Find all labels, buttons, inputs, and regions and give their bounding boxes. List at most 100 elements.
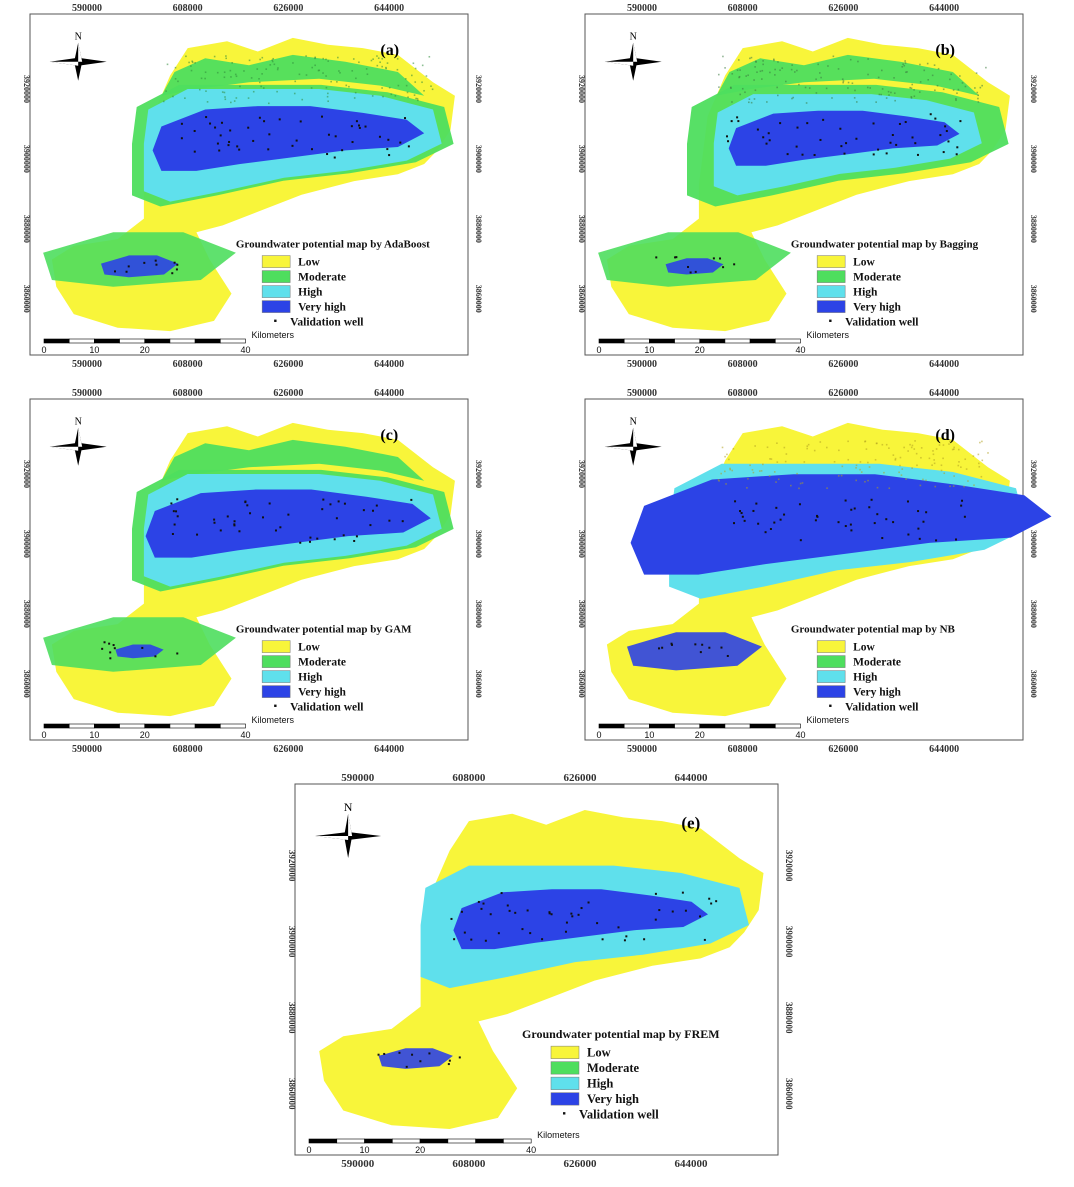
scale-unit-label: Kilometers bbox=[806, 715, 849, 725]
validation-well-marker bbox=[101, 647, 104, 650]
north-arrow-icon bbox=[49, 427, 107, 466]
texture-speckle bbox=[235, 75, 238, 78]
validation-well-marker bbox=[109, 651, 112, 654]
y-coord-right: 3860000 bbox=[1029, 285, 1038, 313]
texture-speckle bbox=[901, 65, 904, 68]
texture-speckle bbox=[381, 87, 383, 89]
validation-well-marker bbox=[767, 132, 770, 135]
validation-well-marker bbox=[806, 122, 809, 125]
validation-well-marker bbox=[961, 499, 964, 502]
panel-letter: (a) bbox=[380, 42, 399, 59]
texture-speckle bbox=[803, 461, 806, 463]
validation-well-marker bbox=[675, 256, 678, 259]
texture-speckle bbox=[881, 443, 884, 446]
validation-well-marker bbox=[171, 272, 174, 275]
validation-well-marker bbox=[892, 521, 895, 524]
texture-speckle bbox=[729, 467, 731, 470]
validation-well-marker bbox=[362, 509, 365, 512]
validation-well-marker bbox=[214, 126, 217, 129]
texture-speckle bbox=[747, 74, 749, 77]
texture-speckle bbox=[381, 57, 384, 60]
texture-speckle bbox=[926, 62, 929, 65]
legend-label: Low bbox=[853, 642, 875, 654]
texture-speckle bbox=[827, 65, 829, 67]
legend-label: Very high bbox=[853, 687, 901, 699]
validation-well-marker bbox=[220, 121, 223, 124]
north-label: N bbox=[75, 417, 82, 428]
validation-well-marker bbox=[643, 938, 646, 941]
texture-speckle bbox=[826, 487, 828, 489]
texture-speckle bbox=[864, 480, 866, 483]
x-coord-bottom: 608000 bbox=[173, 744, 203, 755]
zone-moderate bbox=[161, 439, 425, 481]
texture-speckle bbox=[940, 469, 943, 472]
validation-well-marker bbox=[213, 518, 216, 521]
x-coord-top: 626000 bbox=[828, 388, 858, 399]
validation-well-marker bbox=[218, 149, 221, 152]
texture-speckle bbox=[768, 475, 771, 477]
texture-speckle bbox=[815, 78, 817, 81]
validation-well-marker bbox=[176, 515, 179, 518]
validation-well-marker bbox=[885, 518, 888, 521]
scale-tick-label: 20 bbox=[140, 730, 150, 740]
x-coord-bottom: 608000 bbox=[452, 1158, 486, 1170]
texture-speckle bbox=[900, 474, 903, 476]
texture-speckle bbox=[837, 68, 840, 70]
texture-speckle bbox=[956, 92, 958, 95]
x-coord-top: 644000 bbox=[675, 772, 709, 784]
validation-well-marker bbox=[844, 499, 847, 502]
validation-well-marker bbox=[819, 138, 822, 141]
zone-very-high bbox=[453, 889, 708, 950]
x-coord-top: 590000 bbox=[627, 3, 657, 14]
texture-speckle bbox=[185, 55, 187, 58]
x-coord-top: 590000 bbox=[627, 388, 657, 399]
validation-well-marker bbox=[889, 141, 892, 144]
texture-speckle bbox=[745, 75, 747, 77]
validation-well-marker bbox=[233, 523, 236, 526]
validation-well-marker bbox=[762, 136, 765, 139]
y-coord-left: 3860000 bbox=[22, 670, 31, 698]
scale-bar bbox=[598, 338, 801, 344]
validation-well-marker bbox=[411, 1053, 414, 1056]
validation-well-marker bbox=[654, 918, 657, 921]
texture-speckle bbox=[855, 467, 857, 469]
validation-well-marker bbox=[333, 538, 336, 541]
x-coord-top: 608000 bbox=[452, 772, 486, 784]
validation-well-marker bbox=[351, 141, 354, 144]
x-coord-bottom: 590000 bbox=[627, 359, 657, 370]
texture-speckle bbox=[833, 460, 836, 463]
legend-well-marker bbox=[829, 704, 832, 707]
validation-well-marker bbox=[918, 537, 921, 540]
texture-speckle bbox=[326, 95, 329, 98]
texture-speckle bbox=[190, 69, 193, 72]
validation-well-marker bbox=[514, 911, 517, 914]
texture-speckle bbox=[229, 69, 232, 72]
texture-speckle bbox=[314, 56, 317, 59]
validation-well-marker bbox=[779, 518, 782, 521]
validation-well-marker bbox=[939, 134, 942, 137]
texture-speckle bbox=[933, 459, 935, 461]
texture-speckle bbox=[354, 91, 357, 94]
validation-well-marker bbox=[274, 529, 277, 532]
validation-well-marker bbox=[906, 500, 909, 503]
validation-well-marker bbox=[154, 259, 157, 262]
validation-well-marker bbox=[170, 502, 173, 505]
validation-well-marker bbox=[316, 537, 319, 540]
texture-speckle bbox=[851, 82, 854, 85]
texture-speckle bbox=[741, 87, 744, 90]
texture-speckle bbox=[273, 63, 276, 66]
texture-speckle bbox=[174, 77, 177, 80]
validation-well-marker bbox=[885, 152, 888, 155]
texture-speckle bbox=[903, 446, 905, 449]
x-coord-top: 626000 bbox=[828, 3, 858, 14]
texture-speckle bbox=[204, 71, 207, 74]
texture-speckle bbox=[847, 458, 850, 461]
texture-speckle bbox=[949, 485, 951, 488]
texture-speckle bbox=[867, 461, 869, 464]
texture-speckle bbox=[431, 88, 434, 91]
scale-tick-label: 10 bbox=[644, 730, 654, 740]
legend-label: High bbox=[853, 672, 878, 684]
texture-speckle bbox=[964, 458, 967, 461]
texture-speckle bbox=[949, 78, 951, 81]
scale-tick-label: 20 bbox=[415, 1145, 425, 1155]
